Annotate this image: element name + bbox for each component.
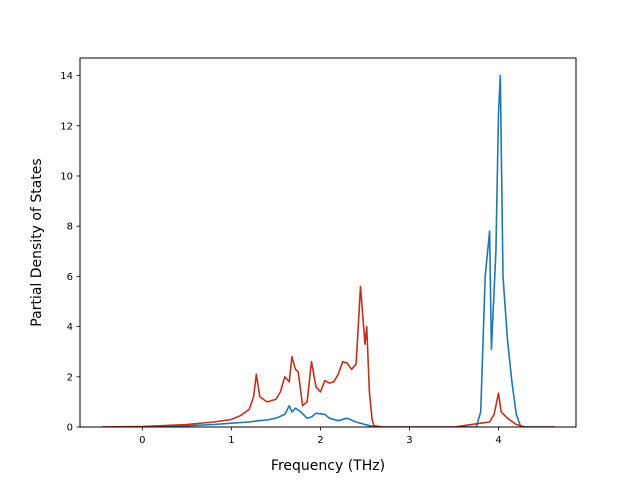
axes-frame [79,57,577,428]
x-tick-label: 4 [495,435,501,446]
y-axis: 0 2 4 6 8 10 12 14 [60,71,80,434]
x-axis: 0 1 2 3 4 [139,427,502,446]
x-tick-label: 0 [139,435,145,446]
y-tick-label: 12 [60,121,73,132]
y-axis-title: Partial Density of States [29,158,45,326]
series-line-1 [102,74,555,427]
y-tick-label: 6 [67,272,73,283]
y-tick-label: 4 [67,322,73,333]
x-axis-title: Frequency (THz) [271,458,385,474]
y-tick-label: 8 [67,222,73,233]
x-tick-label: 2 [317,435,323,446]
y-tick-label: 14 [60,71,73,82]
y-tick-label: 0 [67,423,73,434]
series-line-2 [102,285,555,427]
x-tick-label: 1 [228,435,234,446]
x-tick-label: 3 [406,435,412,446]
y-tick-label: 10 [60,171,73,182]
y-tick-label: 2 [67,372,73,383]
series-layer [102,74,555,427]
